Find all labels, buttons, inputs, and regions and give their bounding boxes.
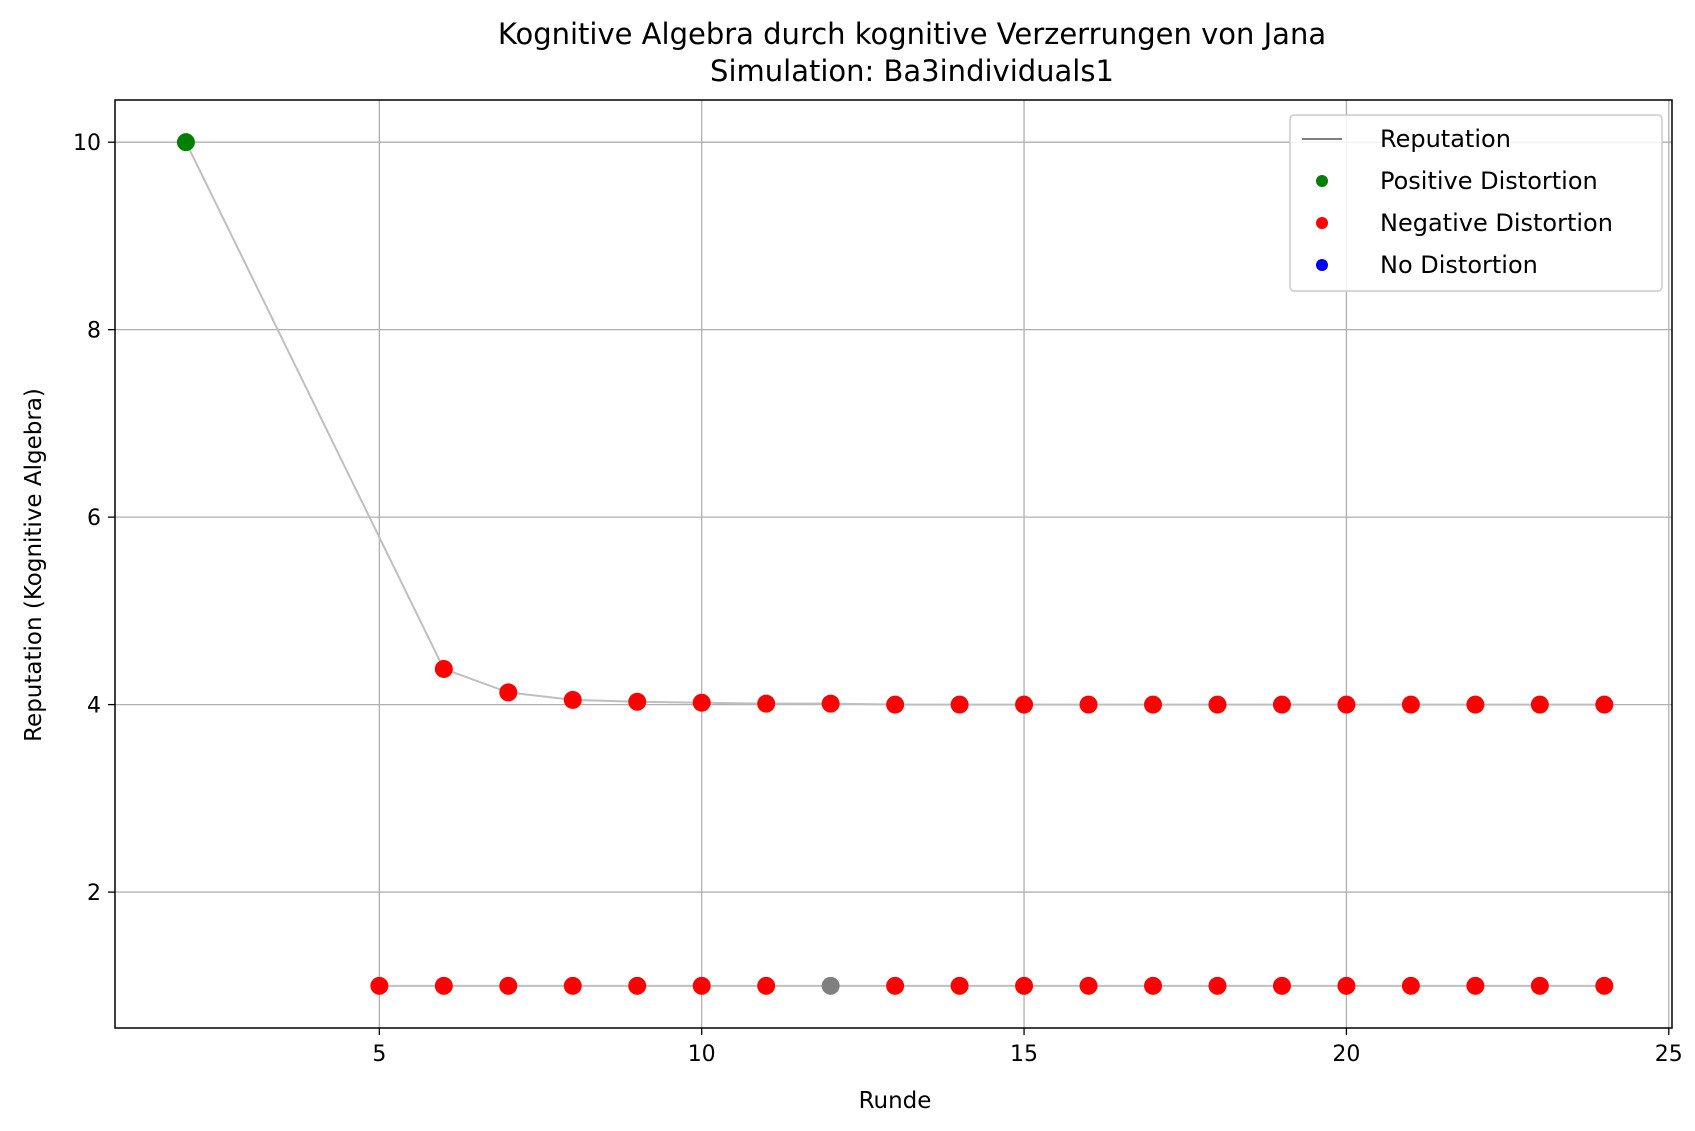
negative-distortion-point	[1208, 976, 1227, 995]
negative-distortion-point	[1530, 976, 1549, 995]
y-tick-label: 4	[87, 694, 101, 719]
legend-dot-swatch	[1316, 217, 1328, 229]
none-distortion-point	[821, 976, 840, 995]
negative-distortion-point	[563, 690, 582, 709]
negative-distortion-point	[692, 693, 711, 712]
negative-distortion-point	[370, 976, 389, 995]
x-tick-label: 20	[1332, 1042, 1360, 1067]
negative-distortion-point	[692, 976, 711, 995]
y-tick-label: 2	[87, 881, 101, 906]
legend-dot-swatch	[1316, 175, 1328, 187]
negative-distortion-point	[1272, 976, 1291, 995]
y-axis-label: Reputation (Kognitive Algebra)	[21, 388, 47, 742]
negative-distortion-point	[1208, 695, 1227, 714]
y-tick-label: 10	[73, 131, 101, 156]
negative-distortion-point	[950, 695, 969, 714]
x-tick-label: 10	[688, 1042, 716, 1067]
negative-distortion-point	[434, 976, 453, 995]
legend-label: Positive Distortion	[1380, 167, 1598, 195]
negative-distortion-point	[1144, 695, 1162, 714]
x-tick-label: 25	[1655, 1042, 1683, 1067]
negative-distortion-point	[757, 976, 776, 995]
negative-distortion-point	[628, 976, 647, 995]
negative-distortion-point	[1530, 695, 1549, 714]
legend: Reputation Positive Distortion Negative Di…	[1289, 114, 1663, 292]
negative-distortion-point	[1015, 976, 1034, 995]
legend-label: Negative Distortion	[1380, 209, 1613, 237]
series-lines	[185, 141, 1605, 987]
negative-distortion-point	[1079, 976, 1098, 995]
negative-distortion-point	[1401, 695, 1420, 714]
negative-distortion-point	[1337, 695, 1356, 714]
y-axis-ticks: 2 4 6 8 10	[73, 131, 115, 906]
negative-distortion-point	[499, 976, 518, 995]
data-points	[176, 133, 1614, 995]
negative-distortion-point	[563, 976, 582, 995]
y-tick-label: 8	[87, 319, 101, 344]
x-axis-label: Runde	[859, 1088, 932, 1114]
negative-distortion-point	[950, 976, 969, 995]
negative-distortion-point	[1466, 976, 1485, 995]
negative-distortion-point	[628, 692, 647, 711]
y-tick-label: 6	[87, 506, 101, 531]
negative-distortion-point	[886, 695, 905, 714]
legend-label: No Distortion	[1380, 251, 1538, 279]
chart-subtitle: Simulation: Ba3individuals1	[710, 54, 1114, 88]
x-tick-label: 15	[1010, 1042, 1038, 1067]
reputation-line	[185, 141, 1605, 706]
chart-title: Kognitive Algebra durch kognitive Verzer…	[498, 17, 1326, 51]
legend-label: Reputation	[1380, 125, 1511, 153]
negative-distortion-point	[1144, 976, 1162, 995]
positive-distortion-point	[176, 133, 195, 152]
negative-distortion-point	[1401, 976, 1420, 995]
plot-frame	[114, 99, 1673, 1029]
negative-distortion-point	[434, 659, 453, 678]
negative-distortion-point	[757, 694, 776, 713]
legend-box	[1289, 114, 1663, 292]
negative-distortion-point	[821, 694, 840, 713]
negative-distortion-point	[886, 976, 905, 995]
negative-distortion-point	[1015, 695, 1034, 714]
x-axis-ticks: 5 10 15 20 25	[372, 1028, 1683, 1067]
negative-distortion-point	[1595, 695, 1614, 714]
negative-distortion-point	[499, 683, 518, 702]
x-tick-label: 5	[372, 1042, 386, 1067]
negative-distortion-point	[1272, 695, 1291, 714]
negative-distortion-point	[1466, 695, 1485, 714]
negative-distortion-point	[1337, 976, 1356, 995]
negative-distortion-point	[1079, 695, 1098, 714]
negative-distortion-point	[1595, 976, 1614, 995]
legend-dot-swatch	[1316, 259, 1328, 271]
